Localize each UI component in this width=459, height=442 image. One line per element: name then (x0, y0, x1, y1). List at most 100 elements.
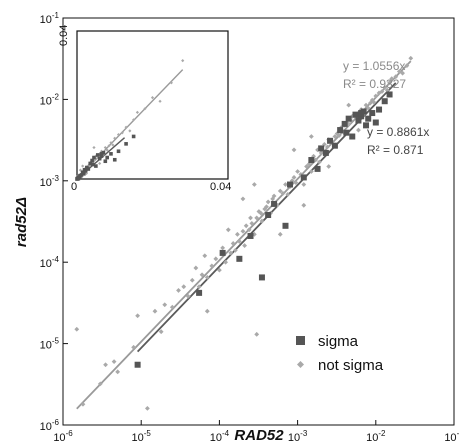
not-sigma-point (258, 210, 264, 216)
not-sigma-point (346, 102, 352, 108)
sigma-point (352, 111, 359, 118)
sigma-point (355, 117, 362, 124)
inset-sigma-point (112, 157, 117, 162)
inset-sigma-point (131, 134, 136, 139)
sigma-point (265, 212, 272, 219)
not-sigma-point (384, 87, 390, 93)
not-sigma-point (400, 70, 405, 76)
not-sigma-point (283, 182, 288, 187)
not-sigma-point (228, 250, 234, 256)
inset-sigma-point (109, 152, 113, 156)
not-sigma-point (291, 175, 297, 180)
not-sigma-point (316, 159, 322, 165)
not-sigma-point (213, 256, 219, 262)
inset-sigma-point (95, 153, 100, 157)
sigma-point (247, 232, 254, 239)
sigma-point (376, 106, 383, 113)
inset-not-sigma-point (135, 110, 139, 114)
inset-not-sigma-point (158, 99, 162, 103)
not-sigma-point (220, 245, 226, 251)
not-sigma-point (363, 102, 369, 108)
sigma-point (322, 149, 329, 156)
sigma-point (372, 119, 379, 126)
sigma-point (337, 127, 344, 134)
sigma-point (358, 113, 365, 120)
not-sigma-point (236, 239, 242, 244)
not-sigma-point (308, 169, 314, 174)
inset-sigma-point (86, 167, 91, 171)
inset-not-sigma-point (181, 59, 185, 63)
inset-sigma-point (101, 150, 106, 155)
inset-sigma-point (94, 164, 98, 168)
not-sigma-point (379, 89, 385, 94)
not-sigma-point (181, 284, 187, 290)
not-sigma-point (264, 204, 269, 210)
inset-sigma-point (99, 154, 104, 158)
not-sigma-point (356, 127, 361, 133)
sigma-point (318, 145, 325, 152)
inset-sigma-point (99, 152, 104, 156)
not-sigma-point (371, 99, 377, 105)
not-sigma-point (196, 284, 202, 290)
not-sigma-point (158, 329, 164, 335)
sigma-points (134, 91, 393, 368)
not-sigma-point (103, 362, 108, 368)
inset-not-sigma-point (81, 164, 85, 168)
inset-not-sigma-point (120, 131, 124, 135)
x-tick-label: 10-2 (366, 429, 386, 442)
not-sigma-point (204, 308, 210, 314)
not-sigma-point (332, 134, 338, 139)
not-sigma-point (204, 275, 210, 280)
inset-sigma-point (83, 169, 88, 173)
not-sigma-point (152, 308, 158, 314)
inset-not-sigma-point (124, 125, 128, 129)
not-sigma-point (326, 164, 332, 169)
not-sigma-point (135, 313, 141, 319)
not-sigma-point (248, 215, 253, 221)
x-tick-label: 10-6 (53, 429, 73, 442)
inset-sigma-point (105, 155, 109, 160)
inset-sigma-point (88, 161, 93, 166)
inset-sigma-point (124, 142, 128, 146)
sigma-point (386, 91, 393, 98)
not-sigma-point (373, 93, 379, 99)
inset-not-sigma-point (107, 144, 111, 148)
not-sigma-point (223, 259, 228, 265)
sigma-point (134, 361, 141, 368)
not-sigma-point (298, 171, 304, 177)
not-sigma-point (396, 69, 402, 74)
inset-not-sigma-point (105, 148, 109, 152)
y-tick-label: 10-6 (40, 418, 60, 433)
not-sigma-point (389, 76, 395, 82)
inset-frame (76, 30, 229, 180)
not-sigma-point (225, 227, 231, 233)
not-sigma-point (301, 202, 307, 208)
not-sigma-point (232, 247, 238, 253)
y-tick-label: 10-1 (40, 11, 60, 26)
inset-not-sigma-point (132, 118, 136, 122)
not-sigma-point (304, 164, 309, 169)
not-sigma-point (315, 147, 320, 153)
inset-not-sigma-point (109, 141, 113, 145)
sigma-point (343, 129, 350, 136)
inset-sigma-point (92, 155, 96, 160)
not-sigma-point (199, 272, 205, 278)
not-sigma-point (277, 231, 283, 237)
not-sigma-point (235, 231, 240, 237)
not-sigma-point (240, 196, 246, 202)
not-sigma-point (176, 288, 181, 293)
inset-not-sigma-point (111, 143, 115, 147)
inset-sigma-point (91, 162, 95, 167)
fit-equation-sigma: y = 0.8861x (367, 125, 429, 139)
sigma-point (300, 174, 307, 181)
not-sigma-point (262, 206, 268, 212)
not-sigma-point (301, 182, 307, 187)
x-axis-ticks: 10-6 10-5 10-4 10-3 10-2 10-1 (53, 420, 459, 442)
sigma-point (282, 222, 289, 229)
not-sigma-point (291, 147, 297, 153)
not-sigma-point (162, 302, 168, 308)
not-sigma-point (280, 191, 286, 196)
plot-frame (62, 17, 455, 426)
sigma-point (271, 200, 278, 207)
sigma-point (363, 122, 370, 129)
